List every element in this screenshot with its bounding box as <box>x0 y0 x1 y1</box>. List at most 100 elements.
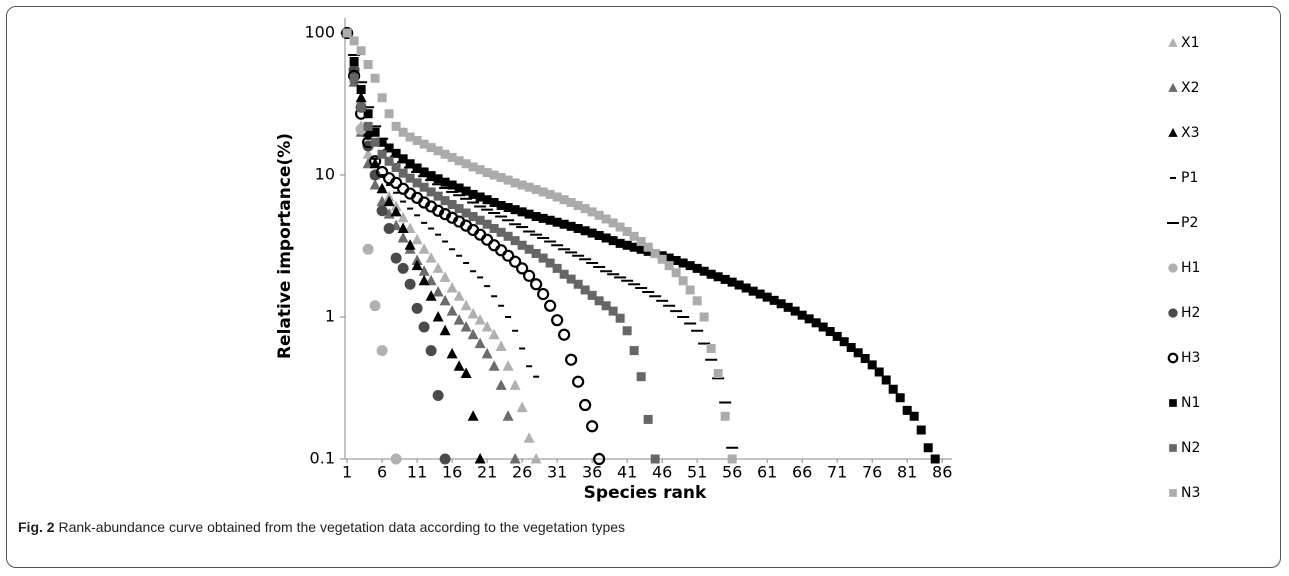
point <box>377 137 387 147</box>
point <box>460 367 472 379</box>
point <box>608 306 618 316</box>
point <box>516 262 529 275</box>
point <box>713 272 723 282</box>
point <box>475 192 485 202</box>
point <box>376 345 388 357</box>
point <box>573 200 583 210</box>
point <box>342 28 352 38</box>
point <box>580 285 590 295</box>
point <box>552 217 562 227</box>
point <box>474 314 486 325</box>
point <box>503 203 513 213</box>
legend-label: H3 <box>1181 350 1200 366</box>
x-tick-label: 46 <box>652 463 672 482</box>
point <box>656 299 669 302</box>
point <box>393 191 400 194</box>
point <box>495 340 507 351</box>
point <box>419 167 429 177</box>
point <box>369 125 382 128</box>
point <box>705 358 718 361</box>
point <box>376 205 388 217</box>
point <box>435 233 442 236</box>
point <box>537 237 550 240</box>
legend-marker <box>1168 263 1178 273</box>
point <box>348 53 361 56</box>
x-tick-label: 76 <box>862 463 882 482</box>
point <box>565 251 578 254</box>
point <box>545 189 555 199</box>
point <box>377 93 387 103</box>
point <box>531 212 541 222</box>
point <box>727 277 737 287</box>
point <box>356 46 366 56</box>
point <box>489 170 499 180</box>
point <box>629 231 639 241</box>
point <box>407 207 414 210</box>
point <box>442 240 449 243</box>
legend-label: X2 <box>1181 80 1200 96</box>
point <box>853 348 863 358</box>
point <box>439 271 451 282</box>
point <box>411 233 423 245</box>
point <box>379 174 386 176</box>
point <box>370 137 380 147</box>
point <box>670 310 683 313</box>
point <box>411 259 423 271</box>
point <box>376 195 388 207</box>
point <box>412 178 422 188</box>
point <box>376 165 389 179</box>
point <box>356 102 366 112</box>
point <box>398 154 408 164</box>
point <box>428 227 435 230</box>
x-tick-label: 36 <box>582 463 602 482</box>
point <box>601 233 611 243</box>
point <box>580 204 590 214</box>
point <box>614 276 627 279</box>
point <box>411 302 423 314</box>
point <box>488 239 501 252</box>
point <box>362 148 374 159</box>
point <box>391 121 401 131</box>
point <box>426 187 436 197</box>
point <box>510 236 520 246</box>
point <box>363 60 373 70</box>
point <box>470 270 477 273</box>
point <box>481 321 493 332</box>
y-axis-label: Relative importance(%) <box>275 133 295 359</box>
point <box>530 453 542 464</box>
point <box>467 410 479 421</box>
point <box>734 280 744 290</box>
point <box>684 322 697 325</box>
point <box>586 262 599 265</box>
point <box>488 328 500 340</box>
point <box>390 252 402 264</box>
point <box>421 221 428 224</box>
legend-label: N2 <box>1181 440 1200 456</box>
point <box>783 302 793 312</box>
point <box>404 278 416 290</box>
point <box>678 258 688 268</box>
point <box>685 285 695 295</box>
point <box>629 346 639 356</box>
point <box>397 262 409 274</box>
point <box>439 294 451 306</box>
point <box>503 231 513 241</box>
point <box>449 248 456 251</box>
x-tick-label: 56 <box>722 463 742 482</box>
point <box>664 253 674 263</box>
x-tick-label: 41 <box>617 463 637 482</box>
legend-label: X1 <box>1181 35 1200 51</box>
point <box>622 227 632 237</box>
point <box>496 227 506 237</box>
point <box>572 375 585 388</box>
point <box>362 243 374 255</box>
point <box>439 453 451 465</box>
point <box>489 223 499 233</box>
point <box>594 210 604 220</box>
point <box>362 157 374 169</box>
point <box>797 310 807 320</box>
legend-label: N3 <box>1181 485 1200 501</box>
point <box>425 179 438 182</box>
point <box>510 205 520 215</box>
